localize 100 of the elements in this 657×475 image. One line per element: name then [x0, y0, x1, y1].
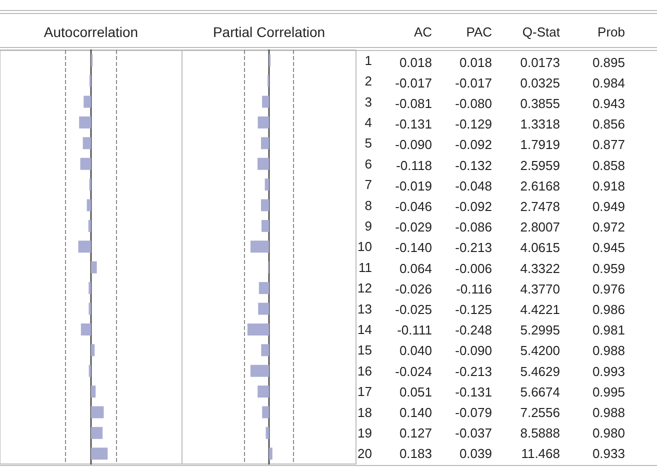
- text: PAC: [466, 24, 492, 40]
- text: 5.4629: [520, 364, 560, 379]
- data-label: -0.125: [455, 302, 492, 317]
- data-label: -0.092: [455, 137, 492, 152]
- bar: [91, 426, 103, 439]
- text: 0.918: [592, 178, 625, 194]
- text: 0.984: [592, 75, 625, 90]
- data-label: 0.040: [399, 343, 432, 358]
- text: 5.4200: [520, 343, 560, 358]
- text: 2.5959: [520, 158, 560, 173]
- y-tick-label: 15: [358, 342, 372, 358]
- text: 4.3322: [520, 260, 560, 276]
- data-label: 0.018: [459, 54, 492, 70]
- text: 0.959: [592, 260, 625, 276]
- data-label: 0.064: [399, 260, 432, 276]
- text: AC: [414, 24, 432, 40]
- text: 0.895: [592, 54, 625, 70]
- chart-title: Autocorrelation: [44, 24, 138, 40]
- text: 4.4221: [520, 302, 560, 317]
- text: 0.945: [592, 240, 625, 256]
- data-label: -0.029: [395, 220, 432, 235]
- y-tick-label: 9: [364, 218, 372, 234]
- text: 0.933: [592, 446, 625, 462]
- data-label: -0.090: [395, 137, 432, 152]
- text: 4.0615: [520, 240, 560, 256]
- data-label: -0.092: [455, 199, 492, 214]
- y-tick-label: 13: [358, 301, 372, 316]
- data-label: -0.086: [455, 220, 492, 235]
- text: Q-Stat: [522, 24, 560, 40]
- y-tick-label: 12: [358, 280, 372, 296]
- text: 0.988: [592, 405, 625, 420]
- bar: [84, 96, 91, 108]
- text: 0.3855: [520, 96, 560, 111]
- bar: [88, 220, 91, 232]
- text: 2.7478: [520, 199, 560, 214]
- bar: [91, 344, 95, 356]
- bar: [82, 137, 91, 150]
- data-label: -0.116: [456, 281, 492, 296]
- data-label: -0.213: [455, 364, 492, 379]
- y-tick-label: 10: [358, 239, 372, 254]
- data-label: -0.131: [455, 384, 492, 400]
- text: 7.2556: [520, 405, 560, 420]
- data-label: 0.183: [399, 446, 432, 462]
- y-tick-label: 8: [364, 198, 372, 213]
- data-label: -0.046: [395, 199, 432, 214]
- data-label: -0.026: [395, 281, 432, 296]
- y-tick-label: 5: [364, 136, 372, 151]
- data-label: -0.024: [395, 364, 432, 379]
- y-tick-label: 14: [358, 322, 372, 337]
- data-label: -0.090: [455, 343, 492, 358]
- data-label: -0.248: [455, 322, 492, 338]
- text: 0.995: [592, 384, 625, 400]
- bar: [79, 116, 91, 128]
- y-tick-label: 7: [364, 177, 372, 192]
- data-label: -0.118: [396, 158, 432, 173]
- text: 2.8007: [520, 220, 560, 235]
- data-label: -0.017: [395, 75, 432, 90]
- y-tick-label: 2: [364, 74, 372, 89]
- data-label: 0.051: [399, 384, 432, 400]
- data-label: -0.006: [455, 260, 492, 276]
- text: 11.468: [521, 446, 560, 462]
- bar: [78, 240, 91, 253]
- y-tick-label: 4: [364, 114, 372, 130]
- data-label: -0.037: [455, 426, 492, 441]
- data-label: 0.127: [399, 426, 432, 441]
- bar: [86, 199, 91, 212]
- text: 1.7919: [520, 137, 560, 152]
- data-label: -0.131: [395, 116, 432, 132]
- data-label: -0.080: [455, 96, 492, 111]
- text: Prob: [598, 24, 625, 40]
- text: 8.5888: [520, 426, 560, 441]
- text: 0.976: [592, 281, 625, 296]
- y-tick-label: 17: [358, 384, 372, 400]
- text: 0.981: [592, 322, 625, 338]
- text: 0.0325: [520, 75, 560, 90]
- text: 0.0173: [520, 54, 560, 70]
- data-label: -0.079: [455, 405, 492, 420]
- data-label: -0.111: [397, 322, 432, 338]
- text: 4.3770: [520, 281, 560, 296]
- data-label: -0.140: [395, 240, 432, 256]
- y-tick-label: 6: [364, 156, 372, 172]
- data-label: -0.132: [455, 158, 492, 173]
- text: 5.6674: [520, 384, 560, 400]
- text: 5.2995: [520, 322, 560, 338]
- data-label: -0.081: [395, 96, 432, 111]
- text: 0.949: [592, 199, 625, 214]
- text: 0.986: [592, 302, 625, 317]
- bar: [91, 386, 96, 398]
- y-tick-label: 20: [358, 446, 372, 462]
- text: 0.988: [592, 343, 625, 358]
- data-label: -0.019: [395, 178, 432, 194]
- data-label: -0.025: [395, 302, 432, 317]
- data-label: -0.213: [455, 240, 492, 256]
- text: 0.856: [592, 116, 625, 132]
- y-tick-label: 19: [358, 425, 372, 440]
- data-label: -0.048: [455, 178, 492, 194]
- text: 0.858: [592, 158, 625, 173]
- y-tick-label: 3: [364, 94, 372, 110]
- bar: [91, 448, 108, 460]
- bar: [80, 323, 91, 336]
